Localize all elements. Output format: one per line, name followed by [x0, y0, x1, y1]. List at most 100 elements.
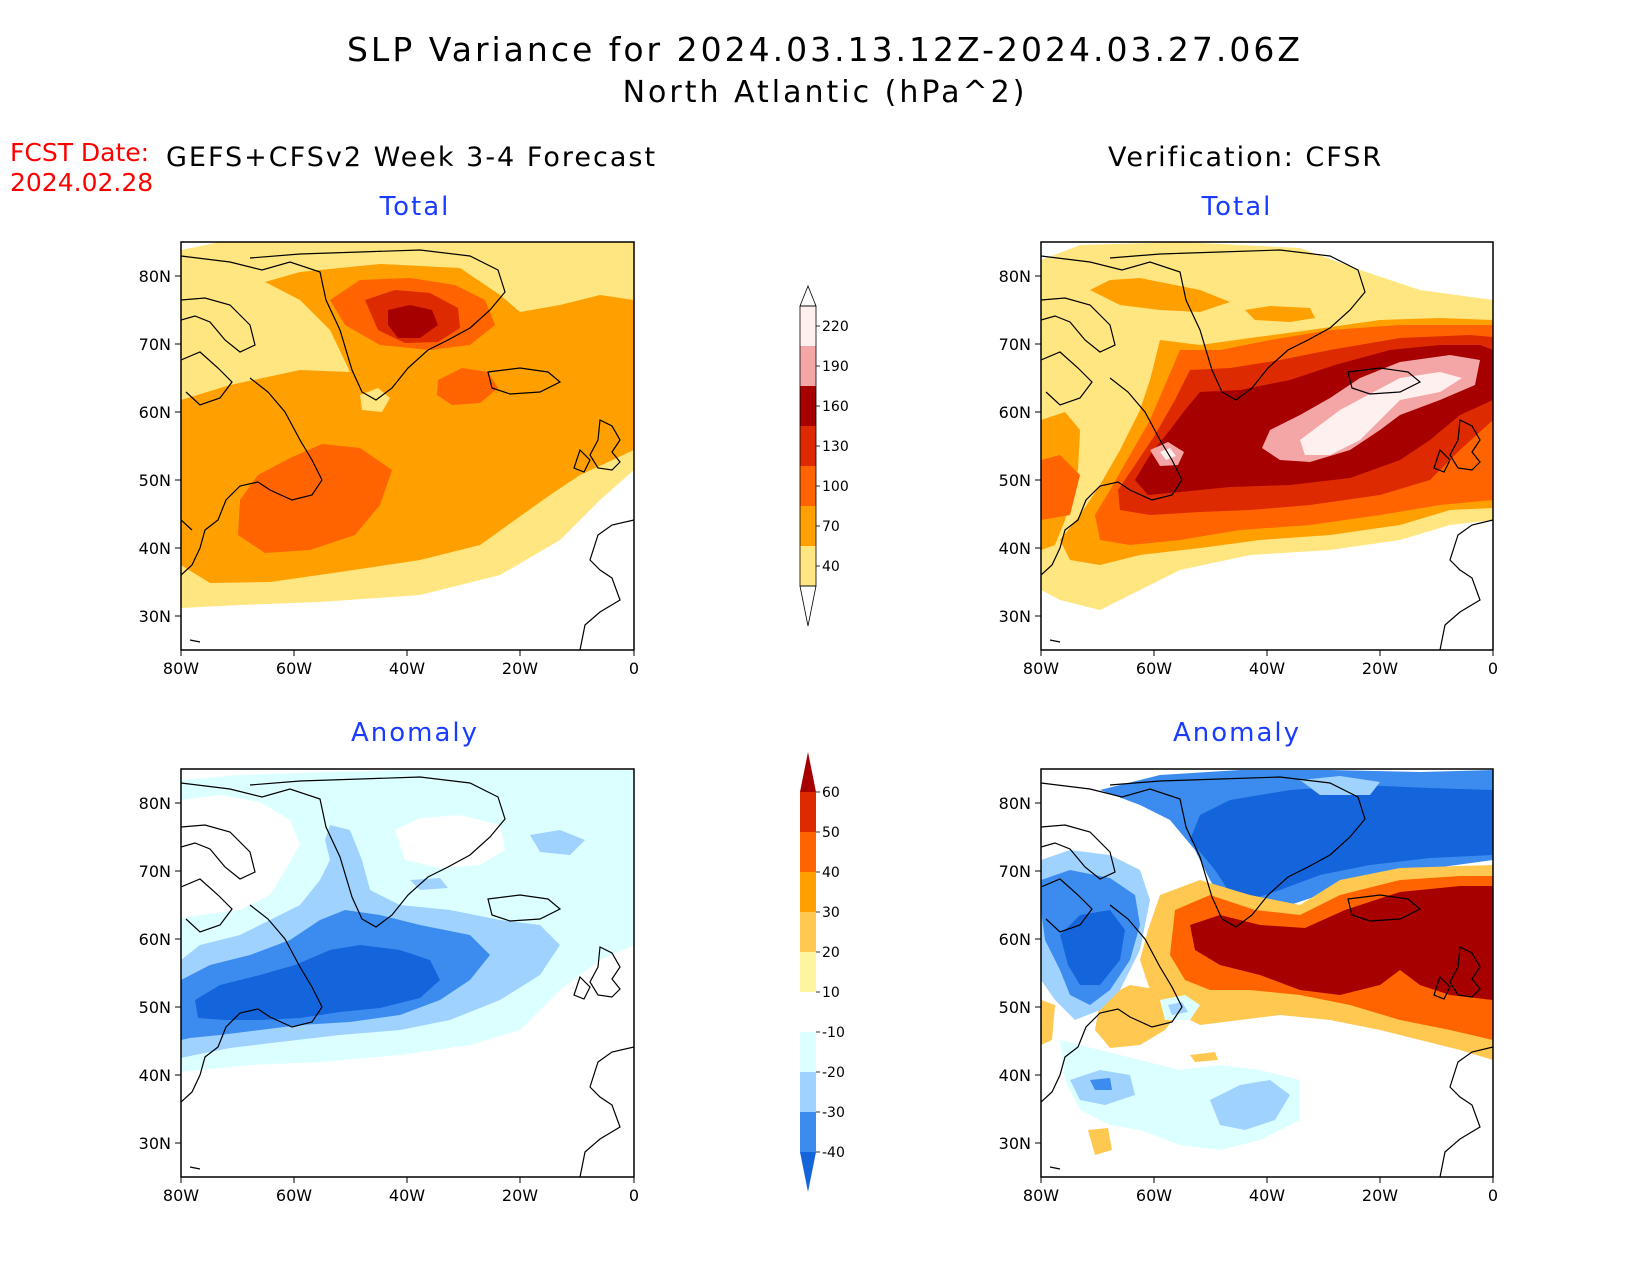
forecast-date-label: FCST Date:	[10, 138, 150, 167]
colorbar-total-box	[800, 386, 816, 426]
lat-label: 30N	[139, 1134, 171, 1153]
forecast-anomaly-coastlines	[181, 776, 634, 1177]
colorbar-anomaly-bottom-arrow	[800, 1152, 816, 1192]
colorbar-total-label: 70	[822, 519, 840, 535]
colorbar-total-box	[800, 546, 816, 586]
colorbar-total-box	[800, 506, 816, 546]
forecast-total-coastlines	[181, 249, 634, 650]
colorbar-total-top-arrow	[799, 284, 817, 307]
colorbar-anomaly-label: -10	[822, 1025, 845, 1041]
lat-label: 30N	[999, 1134, 1031, 1153]
colorbar-total-label: 220	[822, 319, 849, 335]
colorbar-anomaly-box	[800, 912, 816, 952]
lat-label: 60N	[139, 930, 171, 949]
lon-label: 60W	[1136, 659, 1172, 678]
lat-label: 50N	[139, 471, 171, 490]
lat-label: 50N	[999, 471, 1031, 490]
lat-label: 70N	[999, 335, 1031, 354]
lat-label: 50N	[139, 998, 171, 1017]
colorbar-total-bottom-arrow	[799, 585, 817, 627]
colorbar-anomaly-top-arrow	[800, 752, 816, 792]
colorbar-total-box	[800, 346, 816, 386]
colorbars: 220 190 160 130 100 70 40 60 50 40 30 20 10 -10 -20 -30…	[799, 284, 849, 1192]
panel-title-forecast-total: Total	[379, 192, 451, 222]
axis-labels: 80N 70N 60N 50N 40N 30N 80W 60W 40W 20W 0 80N 70N 60N…	[139, 267, 1498, 1205]
colorbar-total-label: 160	[822, 399, 849, 415]
colorbar-anomaly-label: 30	[822, 905, 840, 921]
colorbar-anomaly-box	[800, 992, 816, 1032]
colorbar-total-label: 190	[822, 359, 849, 375]
lat-label: 70N	[999, 862, 1031, 881]
colorbar-anomaly-label: 10	[822, 985, 840, 1001]
lat-label: 40N	[999, 1066, 1031, 1085]
colorbar-anomaly-label: 40	[822, 865, 840, 881]
lon-label: 80W	[1023, 659, 1059, 678]
lat-label: 70N	[139, 862, 171, 881]
colorbar-total-label: 130	[822, 439, 849, 455]
colorbar-anomaly-box	[800, 832, 816, 872]
lat-label: 80N	[999, 267, 1031, 286]
verification-column-title: Verification: CFSR	[1108, 142, 1384, 173]
lon-label: 0	[1488, 1186, 1498, 1205]
forecast-column-title: GEFS+CFSv2 Week 3-4 Forecast	[166, 142, 658, 173]
colorbar-anomaly-label: 50	[822, 825, 840, 841]
lon-label: 0	[1488, 659, 1498, 678]
colorbar-anomaly-box	[800, 792, 816, 832]
lat-label: 60N	[999, 930, 1031, 949]
verification-anomaly-field	[1041, 769, 1493, 1177]
forecast-total-field	[181, 242, 634, 650]
colorbar-anomaly-box	[800, 1032, 816, 1072]
lon-label: 0	[629, 659, 639, 678]
lat-label: 40N	[139, 539, 171, 558]
lon-label: 20W	[1362, 1186, 1398, 1205]
colorbar-anomaly-label: 20	[822, 945, 840, 961]
lon-label: 80W	[163, 1186, 199, 1205]
lat-label: 70N	[139, 335, 171, 354]
lat-label: 40N	[139, 1066, 171, 1085]
verification-anomaly-coastlines	[1041, 776, 1493, 1177]
lat-label: 80N	[139, 794, 171, 813]
forecast-anomaly-field	[181, 769, 634, 1177]
colorbar-total-box	[800, 306, 816, 346]
lon-label: 80W	[1023, 1186, 1059, 1205]
colorbar-anomaly-box	[800, 952, 816, 992]
figure-title: SLP Variance for 2024.03.13.12Z-2024.03.…	[346, 30, 1304, 69]
lat-label: 30N	[999, 607, 1031, 626]
lon-label: 60W	[276, 1186, 312, 1205]
panel-title-verification-total: Total	[1201, 192, 1273, 222]
colorbar-anomaly-box	[800, 1112, 816, 1152]
colorbar-anomaly-label: -40	[822, 1145, 845, 1161]
lon-label: 20W	[502, 1186, 538, 1205]
colorbar-total-label: 100	[822, 479, 849, 495]
lat-label: 30N	[139, 607, 171, 626]
lon-label: 40W	[389, 659, 425, 678]
colorbar-anomaly-box	[800, 1072, 816, 1112]
lat-label: 60N	[139, 403, 171, 422]
lat-label: 60N	[999, 403, 1031, 422]
figure-subtitle: North Atlantic (hPa^2)	[622, 75, 1028, 110]
colorbar-total-label: 40	[822, 559, 840, 575]
panel-title-forecast-anomaly: Anomaly	[350, 718, 480, 748]
lon-label: 40W	[1249, 1186, 1285, 1205]
lon-label: 20W	[1362, 659, 1398, 678]
lon-label: 20W	[502, 659, 538, 678]
lon-label: 40W	[1249, 659, 1285, 678]
lon-label: 60W	[276, 659, 312, 678]
lat-label: 50N	[999, 998, 1031, 1017]
panel-title-verification-anomaly: Anomaly	[1172, 718, 1302, 748]
colorbar-total-box	[800, 426, 816, 466]
lon-label: 60W	[1136, 1186, 1172, 1205]
forecast-date-value: 2024.02.28	[10, 168, 154, 197]
colorbar-anomaly-label: -20	[822, 1065, 845, 1081]
colorbar-total-box	[800, 466, 816, 506]
verification-total-coastlines	[1041, 249, 1493, 650]
lon-label: 80W	[163, 659, 199, 678]
lon-label: 0	[629, 1186, 639, 1205]
verification-total-field	[1041, 242, 1493, 650]
lat-label: 80N	[139, 267, 171, 286]
lon-label: 40W	[389, 1186, 425, 1205]
colorbar-anomaly-box	[800, 872, 816, 912]
colorbar-anomaly-label: 60	[822, 785, 840, 801]
colorbar-anomaly-label: -30	[822, 1105, 845, 1121]
